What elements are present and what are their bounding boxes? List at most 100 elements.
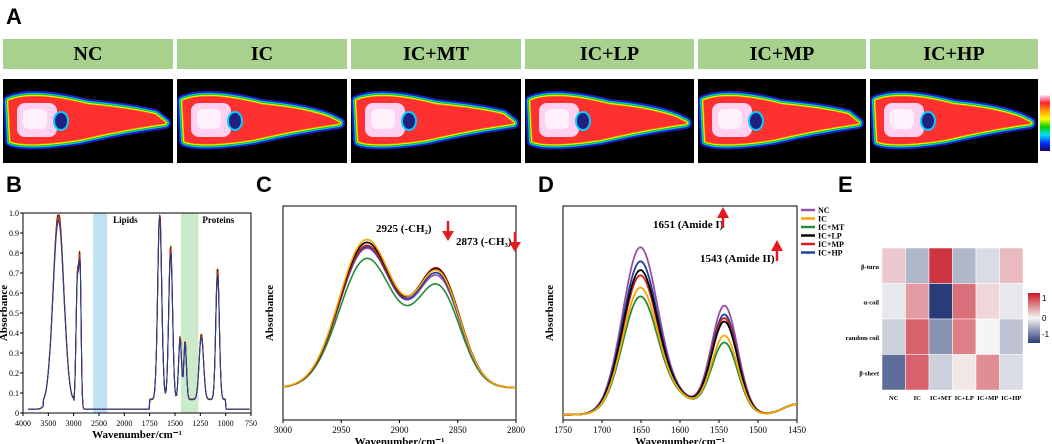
heatmap-cell (999, 354, 1024, 391)
x-tick-label: 4000 (15, 419, 31, 428)
y-axis-label: Absorbance (544, 285, 556, 341)
y-axis-label: Absorbance (0, 285, 10, 341)
heatmap-cell (952, 283, 977, 320)
y-tick-label: 0.8 (9, 249, 19, 258)
x-tick-label: 3000 (66, 419, 82, 428)
heatmap-cell (928, 247, 953, 284)
x-tick-label: 1500 (167, 419, 183, 428)
x-tick-label: 1600 (671, 425, 690, 435)
heatmap-colorbar (1028, 293, 1040, 343)
heatmap-col-label: NC (889, 395, 899, 402)
spectrum-line-d-ic-mp (563, 274, 798, 416)
heatmap-cell (999, 247, 1024, 284)
heatmap-row-label: α-coil (863, 299, 879, 306)
y-tick-label: 0.6 (9, 289, 19, 298)
legend-label-ic-mt: IC+MT (818, 223, 845, 232)
thermal-eye-spot (748, 111, 764, 131)
plot-frame-B (22, 212, 252, 414)
x-axis-label: Wavenumber/cm⁻¹ (635, 436, 725, 444)
annotation-1651: 1651 (Amide I) (653, 219, 724, 231)
heatmap-cell (881, 318, 906, 355)
spectrum-line-c-ic-lp (282, 241, 517, 389)
spectrum-line-c-ic-hp (282, 245, 517, 389)
heatmap-cell (905, 247, 930, 284)
x-tick-label: 1000 (218, 419, 234, 428)
group-banner-nc: NC (3, 39, 173, 69)
x-tick-label: 1500 (749, 425, 768, 435)
heatmap-cell (881, 247, 906, 284)
x-tick-label: 2800 (507, 425, 526, 435)
legend-label-ic-hp: IC+HP (818, 249, 843, 258)
annotation-2873: 2873 (-CH₃) (456, 236, 512, 248)
thermal-image-nc (3, 79, 173, 163)
y-tick-label: 0.4 (9, 329, 19, 338)
heatmap-col-label: IC (914, 395, 922, 402)
panel-label-c: C (256, 172, 272, 197)
spectrum-line-c-ic-mt (282, 257, 517, 389)
heatmap-col-label: IC+LP (955, 395, 974, 402)
thermal-eye-spot (53, 111, 69, 131)
thermal-eye-spot (401, 111, 417, 131)
thermal-image-ic-lp (525, 79, 694, 163)
heatmap-cell (928, 283, 953, 320)
thermal-core (718, 109, 742, 129)
x-tick-label: 2850 (449, 425, 468, 435)
heatmap-cell (999, 318, 1024, 355)
heatmap-cell (952, 318, 977, 355)
x-axis-label: Wavenumber/cm⁻¹ (92, 429, 182, 441)
y-tick-label: 0.5 (9, 309, 19, 318)
spectrum-line-d-ic-lp (563, 269, 798, 416)
heatmap-cell (881, 354, 906, 391)
up-arrow-icon-head (717, 207, 729, 218)
group-banner-ic-lp: IC+LP (525, 39, 694, 69)
x-tick-label: 2000 (116, 419, 132, 428)
spectrum-line-b-ic-hp (28, 215, 250, 410)
thermal-image-ic-mp (698, 79, 866, 163)
thermal-core (197, 109, 221, 129)
x-tick-label: 2900 (391, 425, 410, 435)
y-tick-label: 0.3 (9, 349, 19, 358)
colorbar-tick-label: 1 (1042, 294, 1047, 303)
group-banner-ic: IC (177, 39, 347, 69)
band-label-lipids: Lipids (113, 215, 138, 225)
spectrum-line-c-ic-mp (282, 244, 517, 389)
up-arrow-icon-head (771, 240, 783, 251)
heatmap-row-label: random coil (846, 335, 880, 342)
x-tick-label: 750 (245, 419, 257, 428)
heatmap-cell (952, 354, 977, 391)
heatmap-cell (975, 354, 1000, 391)
thermal-eye-spot (920, 111, 936, 131)
thermal-core (890, 109, 914, 129)
colorbar-tick-label: 0 (1042, 314, 1047, 323)
heatmap-cell (975, 283, 1000, 320)
heatmap-cell (905, 354, 930, 391)
thermal-core (371, 109, 395, 129)
heatmap-cell (905, 283, 930, 320)
thermal-core (545, 109, 569, 129)
thermal-core (23, 109, 47, 129)
heatmap-col-label: IC+HP (1001, 395, 1021, 402)
thermal-image-ic (177, 79, 347, 163)
down-arrow-icon-head (509, 242, 521, 252)
x-tick-label: 1450 (788, 425, 807, 435)
x-axis-label: Wavenumber/cm⁻¹ (355, 436, 445, 444)
y-axis-label: Absorbance (264, 285, 276, 341)
x-tick-label: 1650 (632, 425, 651, 435)
y-tick-label: 0.9 (9, 229, 19, 238)
y-tick-label: 0.7 (9, 269, 19, 278)
y-tick-label: 1.0 (9, 209, 19, 218)
group-banner-ic-mp: IC+MP (698, 39, 866, 69)
spectrum-line-d-ic (563, 286, 798, 416)
legend-label-ic-mp: IC+MP (818, 240, 844, 249)
annotation-1543: 1543 (Amide II) (700, 253, 775, 265)
heatmap-col-label: IC+MP (977, 395, 998, 402)
x-tick-label: 3000 (274, 425, 293, 435)
heatmap-cell (999, 283, 1024, 320)
x-tick-label: 2500 (91, 419, 107, 428)
panel-label-b: B (6, 172, 22, 197)
legend-label-ic-lp: IC+LP (818, 232, 842, 241)
heatmap-row-label: β-sheet (859, 370, 880, 377)
thermal-eye-spot (575, 111, 591, 131)
thermal-image-ic-mt (351, 79, 521, 163)
